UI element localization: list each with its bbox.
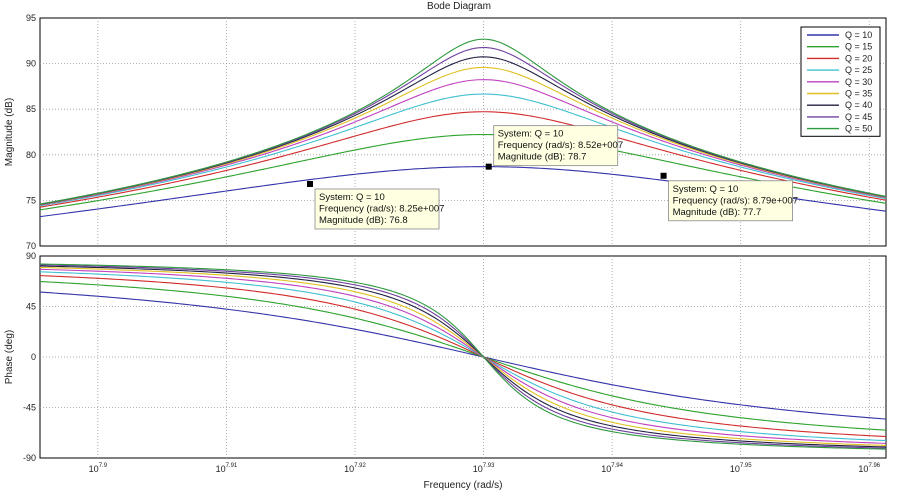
x-tick-exponent: 7.91 (226, 463, 238, 469)
magnitude-series-line (39, 38, 887, 205)
legend-label: Q = 40 (845, 100, 872, 110)
phase-tick-label: 0 (31, 352, 36, 362)
legend-label: Q = 10 (845, 30, 872, 40)
legend-label: Q = 35 (845, 89, 872, 99)
datatip-text: System: Q = 10 (498, 129, 564, 140)
datatip-text: System: Q = 10 (319, 192, 385, 203)
legend-label: Q = 20 (845, 53, 872, 63)
datatip-text: Frequency (rad/s): 8.79e+007 (673, 195, 798, 206)
x-tick-base: 10 (344, 464, 354, 474)
phase-series-line (39, 266, 887, 446)
phase-axis-label: Phase (deg) (4, 330, 15, 384)
datatip-text: System: Q = 10 (673, 184, 739, 195)
magnitude-series-line (39, 111, 887, 208)
legend-label: Q = 45 (845, 112, 872, 122)
x-tick-label: 107.93 (473, 463, 495, 474)
x-tick-base: 10 (216, 464, 226, 474)
x-tick-label: 107.91 (216, 463, 238, 474)
mag-tick-label: 80 (26, 150, 36, 160)
chart-title: Bode Diagram (427, 1, 491, 12)
legend-label: Q = 25 (845, 65, 872, 75)
x-tick-exponent: 7.92 (354, 463, 366, 469)
x-tick-label: 107.9 (89, 463, 108, 474)
magnitude-series-line (39, 66, 887, 206)
phase-tick-label: -45 (23, 403, 36, 413)
phase-tick-label: 45 (26, 302, 36, 312)
frequency-axis-label: Frequency (rad/s) (424, 480, 503, 491)
phase-series-line (39, 291, 887, 420)
x-tick-label: 107.92 (344, 463, 366, 474)
datatip-text: Magnitude (dB): 78.7 (498, 152, 587, 163)
phase-series-line (39, 275, 887, 438)
mag-tick-label: 95 (26, 13, 36, 23)
x-tick-label: 107.96 (858, 463, 880, 474)
x-tick-exponent: 7.93 (483, 463, 495, 469)
datatip-marker[interactable] (660, 172, 667, 179)
phase-series-line (39, 264, 887, 449)
datatip-marker[interactable] (307, 180, 313, 187)
x-tick-base: 10 (601, 464, 611, 474)
x-tick-label: 107.94 (601, 463, 623, 474)
legend-label: Q = 15 (845, 42, 872, 52)
x-tick-exponent: 7.94 (611, 463, 623, 469)
mag-tick-label: 90 (26, 59, 36, 69)
datatip-text: Magnitude (dB): 77.7 (673, 207, 762, 218)
datatip-box[interactable] (314, 188, 440, 230)
datatip-box[interactable] (668, 180, 793, 222)
magnitude-series-line (39, 93, 887, 207)
legend-label: Q = 30 (845, 77, 872, 87)
phase-series-line (39, 280, 887, 431)
x-tick-exponent: 7.95 (740, 463, 752, 469)
datatip-text: Magnitude (dB): 76.8 (319, 215, 408, 226)
x-tick-base: 10 (730, 464, 740, 474)
phase-series-line (39, 271, 887, 442)
magnitude-series-line (39, 79, 887, 206)
grid (40, 18, 886, 458)
magnitude-series-line (39, 133, 887, 211)
datatip-box[interactable] (493, 125, 619, 167)
datatip-text: Frequency (rad/s): 8.52e+007 (498, 140, 623, 151)
phase-series-line (39, 268, 887, 444)
x-tick-label: 107.95 (730, 463, 752, 474)
phase-series-line (39, 263, 887, 450)
x-tick-base: 10 (858, 464, 868, 474)
x-tick-exponent: 7.9 (99, 463, 108, 469)
phase-tick-label: -90 (23, 453, 36, 463)
mag-tick-label: 70 (26, 241, 36, 251)
mag-tick-label: 75 (26, 195, 36, 205)
curves (39, 38, 887, 450)
x-tick-base: 10 (473, 464, 483, 474)
magnitude-axis-label: Magnitude (dB) (4, 98, 15, 166)
legend-label: Q = 50 (845, 124, 872, 134)
tick-labels: 107.9 107.91 107.92 107.93 107.94 107.95 107.9… (23, 13, 881, 474)
datatip-text: Frequency (rad/s): 8.25e+007 (319, 203, 444, 214)
phase-tick-label: 90 (26, 251, 36, 261)
x-tick-exponent: 7.96 (868, 463, 880, 469)
legend: Q = 10Q = 15Q = 20Q = 25Q = 30Q = 35Q = … (800, 26, 881, 137)
mag-tick-label: 85 (26, 104, 36, 114)
datatip-marker[interactable] (485, 163, 492, 170)
x-tick-base: 10 (89, 464, 99, 474)
phase-series-line (39, 265, 887, 448)
